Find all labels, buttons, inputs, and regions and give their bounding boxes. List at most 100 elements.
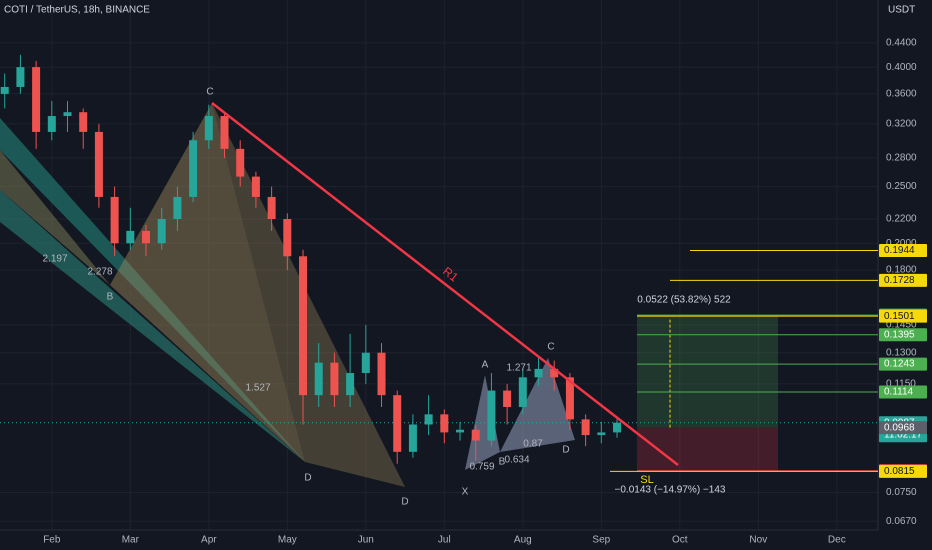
x-tick-label: Jul xyxy=(438,535,451,546)
axis: 0.4400 0.4000 0.3600 0.3200 0.2800 0.2500 0.22… xyxy=(43,38,917,546)
candle-body xyxy=(314,362,323,396)
label: X xyxy=(462,487,469,498)
y-tick-label: 0.3200 xyxy=(886,118,917,129)
candle-body xyxy=(471,429,480,441)
label: B xyxy=(499,457,506,468)
x-tick-label: Apr xyxy=(201,535,217,546)
y-tick-label: 0.4000 xyxy=(886,62,917,73)
label: A xyxy=(482,360,489,371)
x-tick-label: Dec xyxy=(828,535,846,546)
price-tag-label: 0.1944 xyxy=(884,245,915,256)
y-tick-label: 0.2800 xyxy=(886,152,917,163)
y-tick-label: 0.2500 xyxy=(886,181,917,192)
candle-body xyxy=(534,368,543,378)
price-tag xyxy=(879,357,927,371)
price-tag xyxy=(879,309,927,323)
ratio: 0.634 xyxy=(504,455,529,466)
price-tag-label: 0.1728 xyxy=(884,275,915,286)
y-tick-label: 0.1450 xyxy=(886,320,917,331)
candle-body xyxy=(79,112,88,132)
candles xyxy=(0,54,622,464)
y-tick-label: 0.2200 xyxy=(886,214,917,225)
target-info: 0.0522 (53.82%) 522 xyxy=(637,295,731,306)
price-tag xyxy=(879,464,927,478)
band xyxy=(0,190,305,462)
label: C xyxy=(206,87,213,98)
label: C xyxy=(547,342,554,353)
y-tick-label: 0.1300 xyxy=(886,347,917,358)
triangle xyxy=(500,358,575,452)
candle-body xyxy=(330,362,339,396)
candle-body xyxy=(126,230,135,244)
price-tag xyxy=(879,385,927,399)
candle-body xyxy=(267,196,276,220)
x-tick-label: Mar xyxy=(122,535,140,546)
price-tag xyxy=(879,421,927,435)
label: D xyxy=(562,445,569,456)
candle-body xyxy=(424,414,433,425)
y-axis-label: USDT xyxy=(888,5,915,16)
y-tick-label: 0.0750 xyxy=(886,487,917,498)
candle-body xyxy=(32,67,41,132)
ratio: 1.271 xyxy=(506,363,531,374)
price-tag-label: 0.0815 xyxy=(884,466,915,477)
price-levels: 0.19440.17280.15070.15010.13950.12430.11… xyxy=(610,243,927,478)
candle-body xyxy=(142,230,151,244)
price-tag-label: 0.0968 xyxy=(884,422,915,433)
candle-body xyxy=(503,390,512,407)
price-tag xyxy=(879,328,927,342)
candle-body xyxy=(613,422,622,433)
label: D xyxy=(401,497,408,508)
y-tick-label: 0.4400 xyxy=(886,38,917,49)
price-tag-label: 0.1243 xyxy=(884,359,915,370)
candle-body xyxy=(299,256,308,396)
candle-body xyxy=(346,373,355,396)
pattern-shapes xyxy=(0,103,575,487)
candle-body xyxy=(361,352,370,374)
x-tick-label: May xyxy=(278,535,297,546)
trendline xyxy=(211,102,679,466)
countdown: 11:02:17 xyxy=(884,429,923,440)
triangle xyxy=(465,375,500,470)
candle-body xyxy=(550,368,559,378)
candle-body xyxy=(408,424,417,452)
candle-body xyxy=(487,390,496,441)
x-tick-label: Feb xyxy=(43,535,61,546)
candle-body xyxy=(189,140,198,197)
candle-body xyxy=(377,352,386,396)
price-tag-label: 0.1114 xyxy=(884,387,914,398)
x-tick-label: Aug xyxy=(514,535,532,546)
candle-body xyxy=(173,196,182,220)
candle-body xyxy=(157,219,166,244)
candle-body xyxy=(251,176,260,197)
y-tick-label: 0.3600 xyxy=(886,89,917,100)
band xyxy=(0,118,305,462)
x-tick-label: Sep xyxy=(592,535,610,546)
candle-body xyxy=(581,419,590,436)
x-tick-label: Oct xyxy=(672,535,688,546)
candle-body xyxy=(47,116,56,132)
candle-body xyxy=(518,377,527,407)
candle-body xyxy=(565,377,574,420)
price-tag xyxy=(879,273,927,287)
y-tick-label: 0.2000 xyxy=(886,238,917,249)
price-tag-label: 0.1501 xyxy=(884,311,915,322)
candle-body xyxy=(204,116,213,141)
label: B xyxy=(107,292,114,303)
x-tick-label: Nov xyxy=(749,535,767,546)
price-tag-label: 0.1395 xyxy=(884,329,915,340)
chart-title: COTI / TetherUS, 18h, BINANCE xyxy=(4,5,150,16)
y-tick-label: 0.1150 xyxy=(886,379,916,390)
candle-body xyxy=(597,432,606,436)
ratio: 0.87 xyxy=(523,439,543,450)
label: D xyxy=(304,473,311,484)
stop-info: −0.0143 (−14.97%) −143 xyxy=(615,485,726,496)
x-tick-label: Jun xyxy=(358,535,374,546)
profit-zone xyxy=(637,316,778,428)
triangle xyxy=(110,103,305,462)
candle-body xyxy=(63,112,72,117)
candle-body xyxy=(456,429,465,433)
candle-body xyxy=(393,395,402,452)
candle-body xyxy=(0,86,9,94)
